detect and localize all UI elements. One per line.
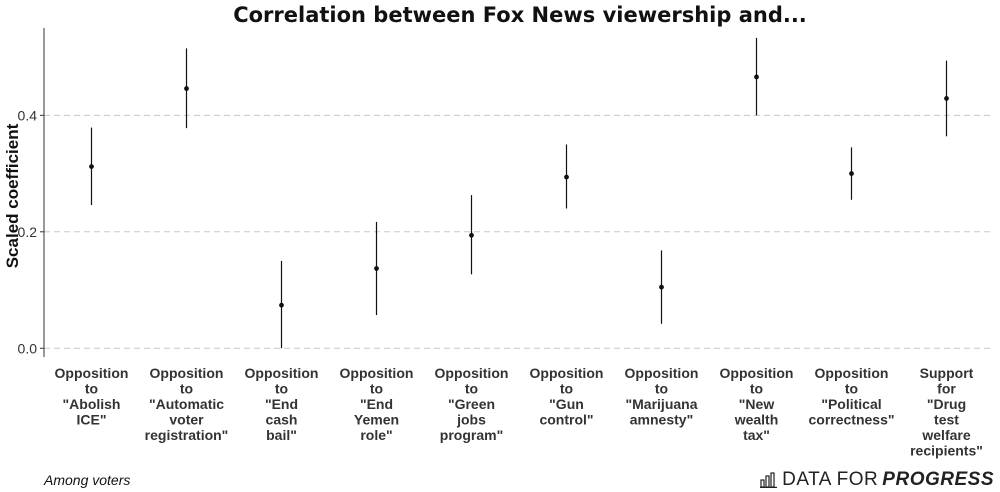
x-category-label-line: Opposition (55, 365, 129, 381)
y-tick-label: 0.2 (18, 224, 38, 240)
x-category-label-line: to (370, 381, 383, 397)
x-category-label-line: Opposition (720, 365, 794, 381)
x-category-label-line: Opposition (625, 365, 699, 381)
data-point (659, 284, 664, 290)
gridlines (44, 114, 994, 349)
x-category-label-line: "Automatic (149, 396, 224, 412)
brand-logo: DATA FOR PROGRESS (760, 469, 994, 491)
x-category-label-line: Opposition (530, 365, 604, 381)
x-category-label-line: to (85, 381, 98, 397)
x-category-label-line: program" (440, 427, 503, 443)
x-category-label: Opposition to "Marijuana amnesty" (625, 365, 699, 428)
x-category-label-line: bail" (266, 427, 297, 443)
brand-text-light: DATA FOR (782, 469, 879, 490)
caption: Among voters (44, 472, 131, 488)
x-category-label-line: Yemen (354, 412, 399, 428)
data-marks (89, 37, 949, 349)
x-category-label: Opposition to "Automatic voter registration" (145, 365, 229, 443)
x-category-label-line: control" (539, 412, 593, 428)
x-category-label-line: "Marijuana (626, 396, 698, 412)
x-axis-labels: Opposition to "Abolish ICE"Opposition to "Aut… (55, 365, 983, 459)
data-point (374, 266, 379, 271)
x-category-label-line: "End (265, 396, 298, 412)
chart: Correlation between Fox News viewership … (3, 3, 994, 459)
x-category-label: Opposition to "Gun control" (530, 365, 604, 428)
x-category-label-line: recipients" (910, 443, 983, 459)
x-category-label-line: "Gun (549, 396, 584, 412)
x-category-label-line: to (560, 381, 573, 397)
x-category-label-line: welfare (921, 427, 970, 443)
x-category-label: Support for "Drug test welfare recipients" (910, 365, 983, 459)
data-point (754, 74, 759, 80)
x-category-label-line: Opposition (150, 365, 224, 381)
x-category-label-line: Opposition (340, 365, 414, 381)
x-category-label-line: to (275, 381, 288, 397)
x-category-label-line: for (937, 381, 956, 397)
x-category-label-line: "Political (821, 396, 881, 412)
x-category-label-line: "New (739, 396, 775, 412)
data-point (944, 96, 949, 101)
y-tick-label: 0.4 (18, 107, 38, 123)
data-point (564, 174, 569, 180)
x-category-label-line: "End (360, 396, 393, 412)
x-category-label-line: amnesty" (630, 412, 693, 428)
x-category-label: Opposition to "Political correctness" (808, 365, 894, 428)
x-category-label-line: jobs (456, 412, 486, 428)
y-axis-label: Scaled coefficient (3, 123, 22, 268)
x-category-label-line: ICE" (77, 412, 107, 428)
x-category-label-line: to (655, 381, 668, 397)
brand-text-strong: PROGRESS (882, 469, 994, 490)
y-tick-label: 0.0 (18, 340, 38, 356)
data-point (469, 232, 474, 238)
x-category-label-line: "Green (448, 396, 495, 412)
data-point (184, 86, 189, 91)
x-category-label: Opposition to "Green jobs program" (435, 365, 509, 443)
x-category-label-line: correctness" (808, 412, 894, 428)
x-category-label-line: registration" (145, 427, 229, 443)
x-category-label-line: cash (266, 412, 298, 428)
data-point (849, 171, 854, 176)
x-category-label-line: Opposition (435, 365, 509, 381)
x-category-label-line: Opposition (815, 365, 889, 381)
x-category-label-line: Opposition (245, 365, 319, 381)
x-category-label-line: role" (360, 427, 392, 443)
y-axis-ticks: 0.0 0.2 0.4 (18, 107, 44, 356)
x-category-label: Opposition to "End Yemen role" (340, 365, 414, 443)
x-category-label-line: Support (920, 365, 974, 381)
x-category-label-line: to (465, 381, 478, 397)
data-point (89, 164, 94, 169)
x-category-label-line: tax" (743, 427, 770, 443)
bar-chart-icon (760, 472, 778, 488)
data-point (279, 302, 284, 308)
x-category-label: Opposition to "Abolish ICE" (55, 365, 129, 428)
x-category-label-line: to (180, 381, 193, 397)
x-category-label: Opposition to "End cash bail" (245, 365, 319, 443)
x-category-label-line: wealth (734, 412, 779, 428)
x-category-label-line: test (934, 412, 959, 428)
x-category-label-line: to (750, 381, 763, 397)
x-category-label-line: voter (169, 412, 204, 428)
x-category-label-line: "Drug (927, 396, 966, 412)
chart-title: Correlation between Fox News viewership … (233, 3, 807, 27)
x-category-label: Opposition to "New wealth tax" (720, 365, 794, 443)
x-category-label-line: "Abolish (63, 396, 121, 412)
x-category-label-line: to (845, 381, 858, 397)
